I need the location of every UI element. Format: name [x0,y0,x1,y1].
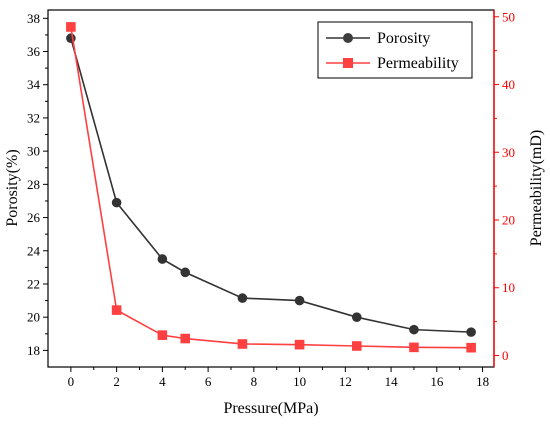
y-right-tick-label: 20 [502,213,515,228]
porosity-point [294,295,305,306]
y-left-tick-label: 24 [27,243,41,258]
y-right-tick-label: 40 [502,77,515,92]
porosity-point [157,254,168,264]
permeability-point [294,339,305,350]
x-axis-title: Pressure(MPa) [223,400,318,417]
permeability-point [409,342,419,353]
y-left-tick-label: 32 [27,110,40,125]
permeability-point [351,341,362,351]
y-right-tick-label: 10 [502,280,515,295]
permeability-point [180,333,191,344]
x-tick-label: 2 [113,374,120,389]
y-left-tick-label: 36 [27,44,41,59]
legend-porosity-marker [343,33,353,43]
left-y-axis: 18 20 22 24 26 28 30 32 34 36 38 [27,11,48,358]
y-left-tick-label: 22 [27,276,40,291]
legend-box [317,21,473,79]
porosity-point [466,327,476,337]
legend: Porosity Permeability [317,21,473,79]
legend-permeability-label: Permeability [377,55,459,72]
porosity-point [180,267,191,278]
x-tick-label: 14 [385,374,399,389]
x-tick-label: 6 [205,374,212,389]
porosity-point [409,324,419,335]
x-tick-label: 18 [476,374,489,389]
porosity-point [351,312,362,322]
x-axis: 0 2 4 6 8 10 12 14 16 18 [68,367,489,389]
permeability-point [66,22,76,32]
y-left-tick-label: 30 [27,144,40,159]
x-tick-label: 8 [251,374,258,389]
y-right-tick-label: 50 [502,9,515,24]
permeability-point [466,342,476,353]
y-left-tick-label: 38 [27,11,40,26]
y-right-tick-label: 30 [502,145,515,160]
y-left-tick-label: 18 [27,343,40,358]
y-left-tick-label: 20 [27,310,40,325]
y-left-tick-label: 26 [27,210,41,225]
y-left-tick-label: 28 [27,177,40,192]
porosity-point [111,197,122,208]
series-layer [66,22,476,353]
porosity-point [66,33,76,44]
permeability-point [111,305,122,315]
porosity-line [70,38,472,333]
x-tick-label: 16 [430,374,444,389]
x-tick-label: 10 [293,374,306,389]
x-tick-label: 4 [159,374,166,389]
x-tick-label: 0 [68,374,75,389]
permeability-point [237,339,248,349]
y-left-tick-label: 34 [27,77,41,92]
right-y-axis-title: Permeability(mD) [528,130,545,246]
left-y-axis-title: Porosity(%) [4,149,21,226]
legend-porosity-label: Porosity [377,30,430,47]
permeability-point [157,330,168,340]
legend-permeability-marker [343,58,353,68]
x-tick-label: 12 [339,374,352,389]
right-y-axis: 0 10 20 30 40 50 [493,9,515,367]
porosity-point [237,293,248,303]
y-right-tick-label: 0 [502,348,509,363]
